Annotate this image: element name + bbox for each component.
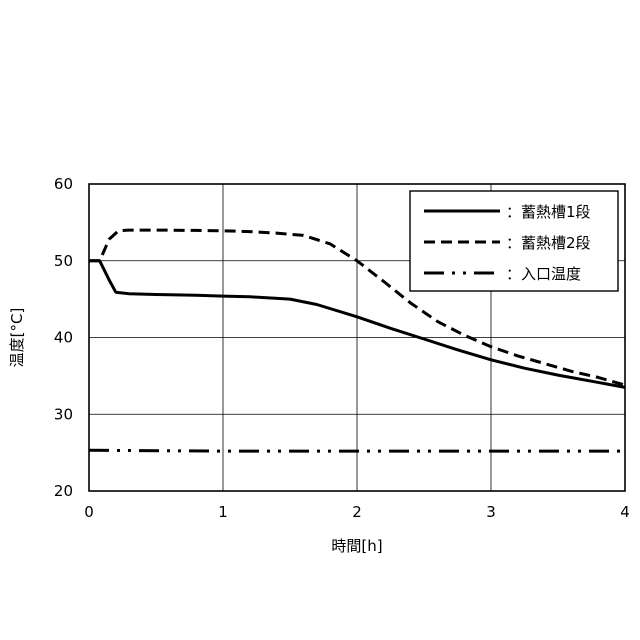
y-tick-label: 20: [54, 482, 73, 500]
x-tick-label: 4: [620, 503, 630, 521]
x-axis-label: 時間[h]: [331, 537, 382, 555]
legend-label-3: ：入口温度: [506, 265, 581, 283]
legend-label-2: ：蓄熱槽2段: [506, 234, 591, 252]
x-tick-label: 0: [84, 503, 94, 521]
y-tick-label: 40: [54, 329, 73, 347]
y-tick-label: 30: [54, 405, 73, 423]
legend: ：蓄熱槽1段 ：蓄熱槽2段 ：入口温度: [410, 191, 618, 291]
legend-label-1: ：蓄熱槽1段: [506, 203, 591, 221]
y-tick-label: 50: [54, 252, 73, 270]
x-tick-label: 1: [218, 503, 228, 521]
y-axis-label: 温度[°C]: [8, 308, 26, 368]
x-tick-label: 3: [486, 503, 496, 521]
y-tick-label: 60: [54, 175, 73, 193]
x-tick-label: 2: [352, 503, 362, 521]
series-line-3: [89, 450, 625, 451]
